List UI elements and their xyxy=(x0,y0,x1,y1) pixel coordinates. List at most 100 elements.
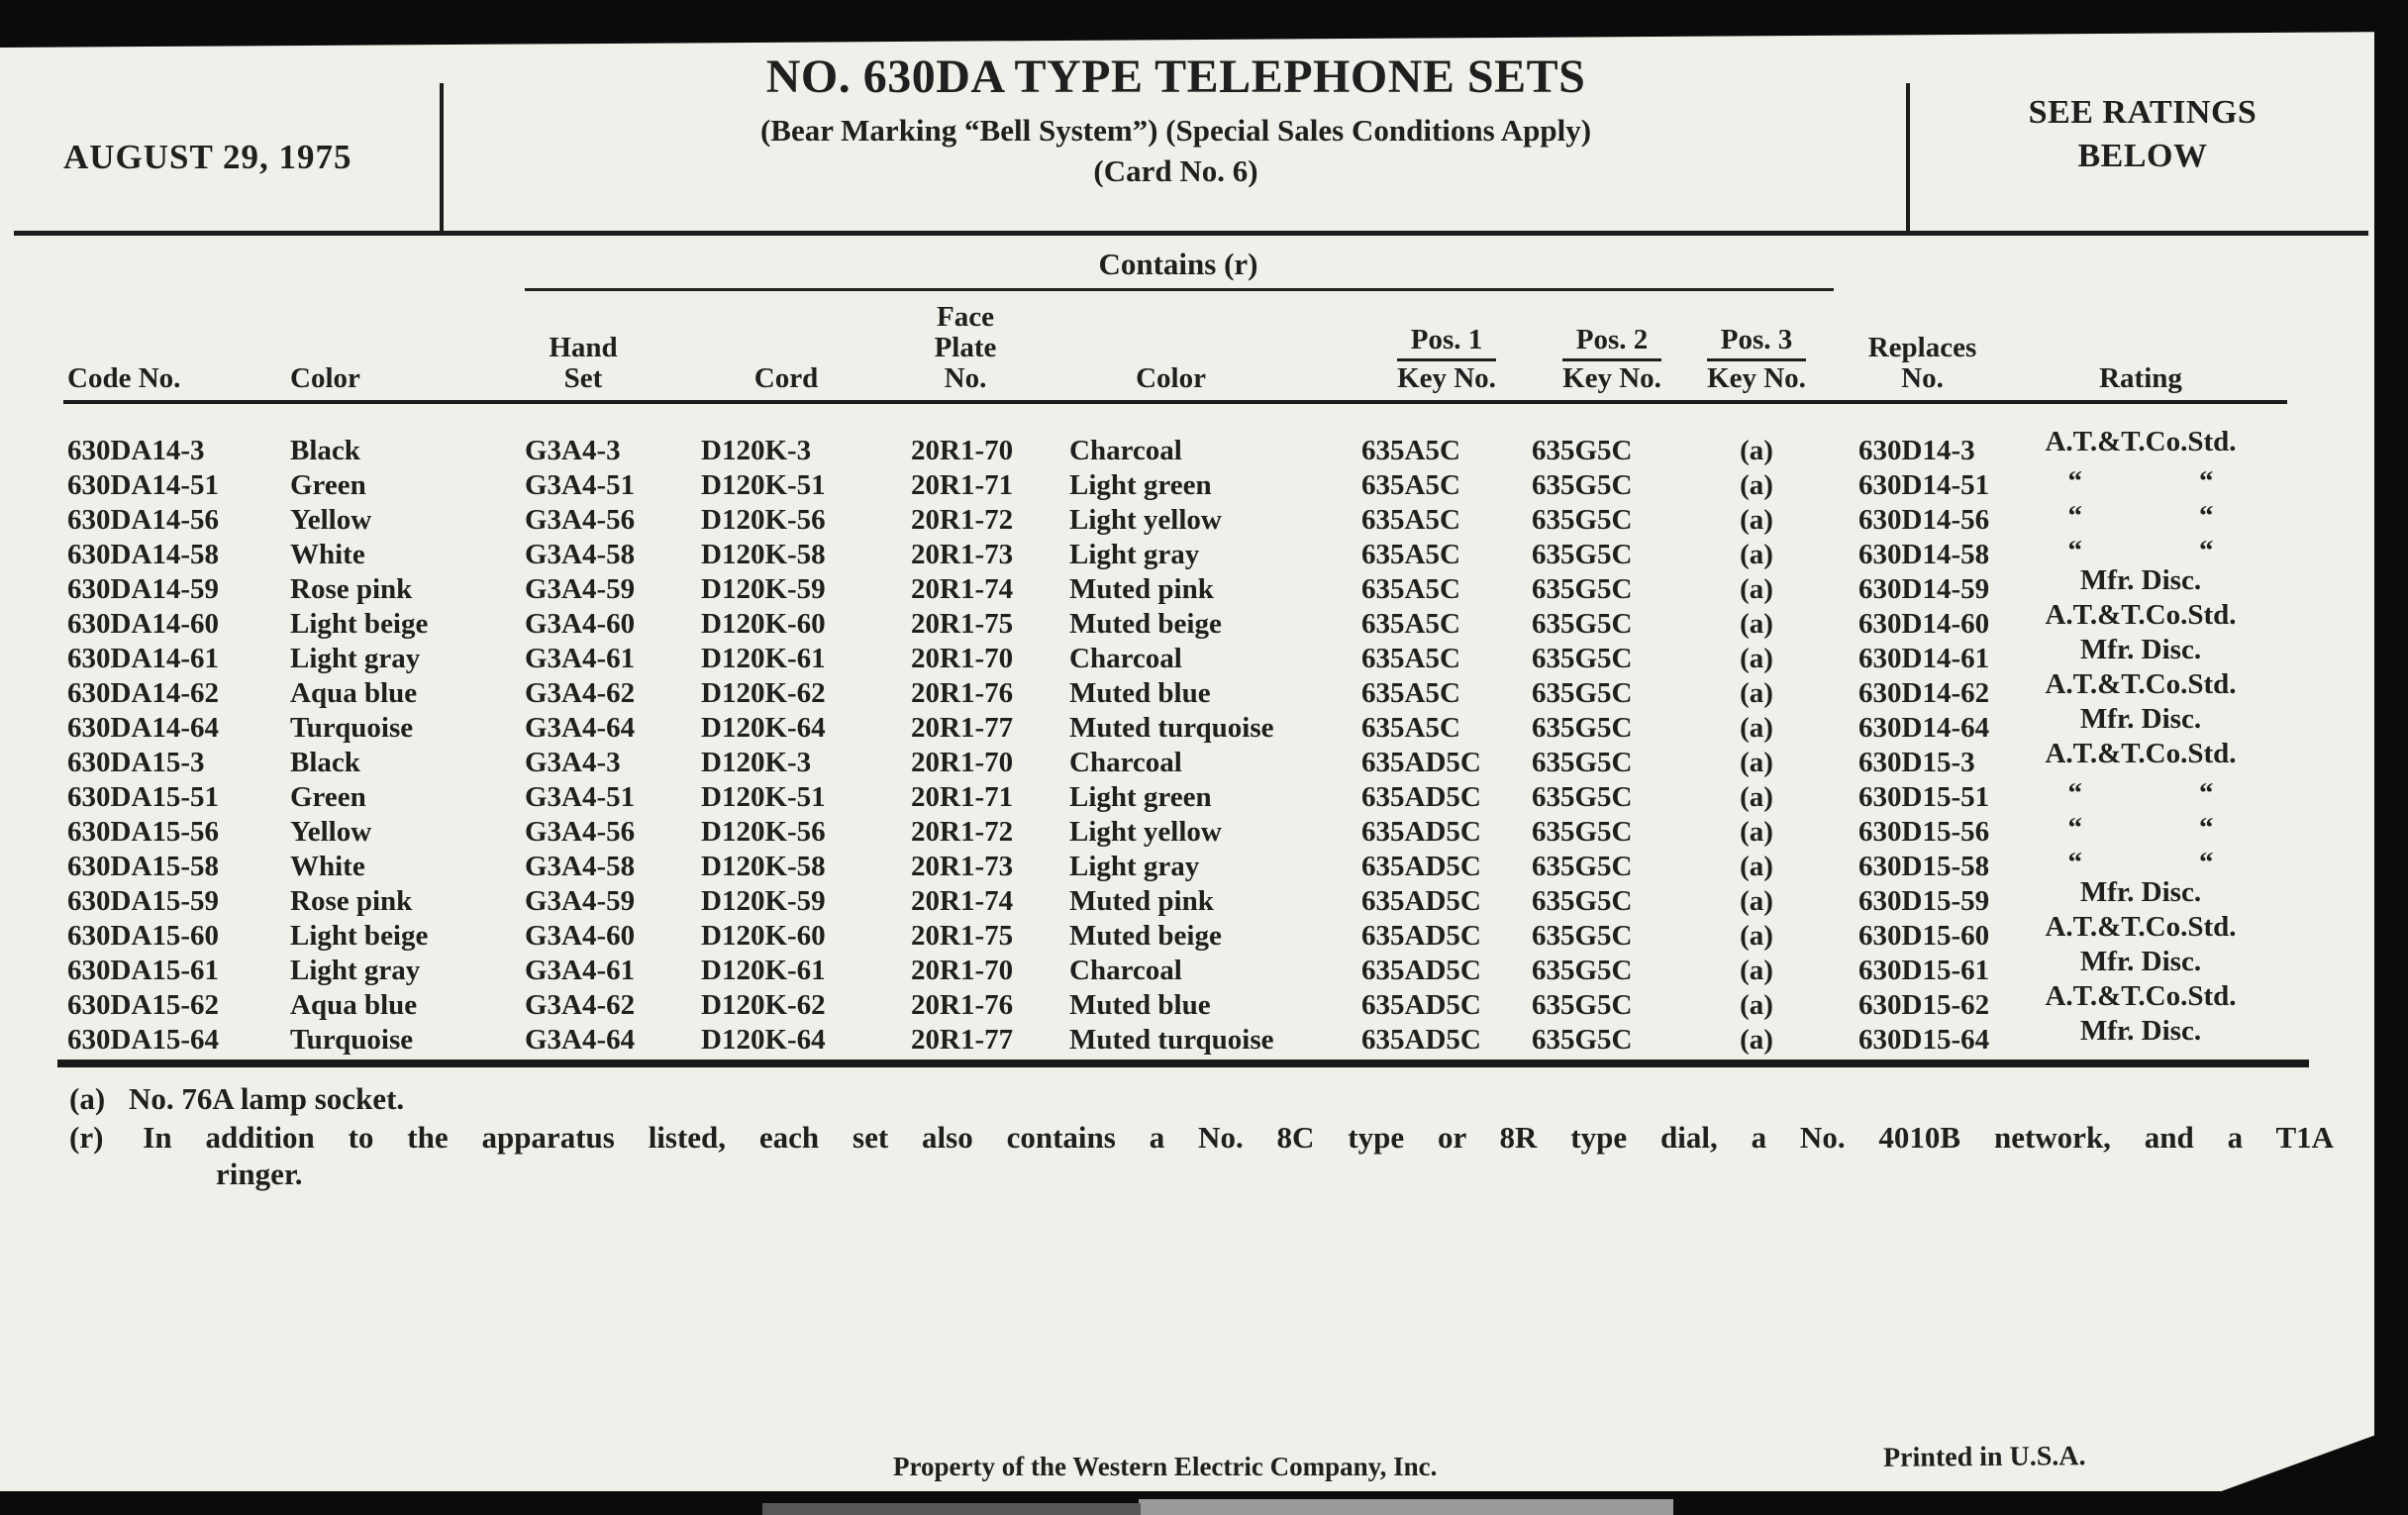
property-notice: Property of the Western Electric Company… xyxy=(893,1452,1438,1481)
cell-pos3-key-no: (a) xyxy=(1740,539,1773,570)
cell-pos1-key-no: 635AD5C xyxy=(1361,1024,1481,1056)
cell-pos3-key-no: (a) xyxy=(1740,643,1773,674)
cell-code-no: 630DA14-3 xyxy=(67,435,205,466)
footnote-a-text: No. 76A lamp socket. xyxy=(129,1081,405,1116)
table-row: 630DA14-3 Black G3A4-3 D120K-3 20R1-70 Charco… xyxy=(67,426,2287,468)
table-row: 630DA15-64 Turquoise G3A4-64 D120K-64 20R1-7… xyxy=(67,1015,2287,1058)
cell-face-color: Light green xyxy=(1069,781,1212,813)
cell-pos3-key-no: (a) xyxy=(1740,955,1773,986)
cell-cord: D120K-62 xyxy=(701,989,826,1021)
cell-code-no: 630DA14-62 xyxy=(67,677,220,709)
cell-pos2-key-no: 635G5C xyxy=(1532,469,1633,501)
cell-face-plate-no: 20R1-71 xyxy=(911,781,1014,813)
cell-pos2-key-no: 635G5C xyxy=(1532,747,1633,778)
cell-pos1-key-no: 635A5C xyxy=(1361,573,1460,605)
cell-code-no: 630DA14-64 xyxy=(67,712,220,744)
cell-face-color: Muted pink xyxy=(1069,573,1214,605)
cell-rating: ““ xyxy=(2067,535,2214,566)
cell-face-color: Charcoal xyxy=(1069,747,1182,778)
cell-cord: D120K-59 xyxy=(701,885,826,917)
footnote-a: (a) No. 76A lamp socket. xyxy=(69,1081,404,1117)
cell-face-color: Muted turquoise xyxy=(1069,712,1274,744)
cell-cord: D120K-56 xyxy=(701,504,826,536)
cell-cord: D120K-3 xyxy=(701,747,812,778)
cell-hand-set: G3A4-51 xyxy=(525,781,636,813)
printed-in-usa: Printed in U.S.A. xyxy=(1882,1441,2086,1473)
column-header-rating: Rating xyxy=(2099,362,2182,394)
cell-cord: D120K-3 xyxy=(701,435,812,466)
cell-pos1-key-no: 635AD5C xyxy=(1361,781,1481,813)
scan-edge-right xyxy=(2374,20,2408,1515)
cell-hand-set: G3A4-62 xyxy=(525,677,636,709)
cell-cord: D120K-60 xyxy=(701,920,826,952)
cell-cord: D120K-61 xyxy=(701,955,826,986)
cell-face-plate-no: 20R1-77 xyxy=(911,712,1014,744)
footnote-r: (r) In addition to the apparatus listed,… xyxy=(69,1119,2334,1192)
cell-code-no: 630DA14-60 xyxy=(67,608,220,640)
cell-color: Black xyxy=(290,435,360,466)
cell-pos2-key-no: 635G5C xyxy=(1532,677,1633,709)
header-divider-right xyxy=(1906,83,1910,232)
cell-hand-set: G3A4-64 xyxy=(525,1024,636,1056)
table-body: 630DA14-3 Black G3A4-3 D120K-3 20R1-70 Charco… xyxy=(67,426,2287,1058)
cell-cord: D120K-64 xyxy=(701,712,826,744)
cell-face-plate-no: 20R1-70 xyxy=(911,955,1014,986)
cell-color: Rose pink xyxy=(290,573,413,605)
table-row: 630DA14-62 Aqua blue G3A4-62 D120K-62 20R1-7… xyxy=(67,668,2287,711)
title-block: NO. 630DA TYPE TELEPHONE SETS (Bear Mark… xyxy=(455,50,1896,189)
cell-color: Light gray xyxy=(290,955,421,986)
cell-color: Yellow xyxy=(290,816,372,848)
footnote-a-marker: (a) xyxy=(69,1081,106,1116)
cell-replaces-no: 630D15-62 xyxy=(1858,989,1990,1021)
cell-pos1-key-no: 635A5C xyxy=(1361,469,1460,501)
cell-code-no: 630DA15-64 xyxy=(67,1024,220,1056)
cell-pos2-key-no: 635G5C xyxy=(1532,920,1633,952)
cell-face-plate-no: 20R1-76 xyxy=(911,677,1014,709)
cell-pos2-key-no: 635G5C xyxy=(1532,1024,1633,1056)
table-row: 630DA14-64 Turquoise G3A4-64 D120K-64 20R1-7… xyxy=(67,703,2287,746)
cell-pos3-key-no: (a) xyxy=(1740,747,1773,778)
cell-pos3-key-no: (a) xyxy=(1740,1024,1773,1056)
cell-pos2-key-no: 635G5C xyxy=(1532,989,1633,1021)
columns-rule xyxy=(63,400,2287,404)
cell-cord: D120K-51 xyxy=(701,469,826,501)
table-row: 630DA15-51 Green G3A4-51 D120K-51 20R1-71 Lig… xyxy=(67,777,2287,815)
column-header-cord: Cord xyxy=(753,362,819,394)
cell-hand-set: G3A4-61 xyxy=(525,955,636,986)
cell-color: Aqua blue xyxy=(290,677,418,709)
cell-pos1-key-no: 635AD5C xyxy=(1361,816,1481,848)
cell-pos1-key-no: 635AD5C xyxy=(1361,851,1481,882)
cell-rating: Mfr. Disc. xyxy=(2079,1015,2202,1047)
header-divider-left xyxy=(440,83,444,232)
cell-rating: A.T.&T.Co.Std. xyxy=(2045,599,2237,631)
cell-face-plate-no: 20R1-73 xyxy=(911,851,1014,882)
cell-color: Light beige xyxy=(290,920,429,952)
cell-pos1-key-no: 635A5C xyxy=(1361,643,1460,674)
cell-code-no: 630DA15-59 xyxy=(67,885,220,917)
footnote-r-marker: (r) xyxy=(69,1120,104,1155)
cell-hand-set: G3A4-58 xyxy=(525,539,636,570)
cell-color: Green xyxy=(290,781,366,813)
cell-hand-set: G3A4-51 xyxy=(525,469,636,501)
cell-color: Aqua blue xyxy=(290,989,418,1021)
cell-pos2-key-no: 635G5C xyxy=(1532,573,1633,605)
cell-face-plate-no: 20R1-76 xyxy=(911,989,1014,1021)
cell-replaces-no: 630D15-51 xyxy=(1858,781,1990,813)
cell-pos1-key-no: 635AD5C xyxy=(1361,747,1481,778)
cell-pos1-key-no: 635AD5C xyxy=(1361,955,1481,986)
cell-code-no: 630DA15-60 xyxy=(67,920,220,952)
cell-color: White xyxy=(290,851,365,882)
cell-replaces-no: 630D15-64 xyxy=(1858,1024,1990,1056)
cell-replaces-no: 630D14-3 xyxy=(1858,435,1975,466)
cell-face-plate-no: 20R1-74 xyxy=(911,885,1014,917)
cell-pos2-key-no: 635G5C xyxy=(1532,539,1633,570)
column-header-color: Color xyxy=(290,362,360,394)
cell-face-color: Charcoal xyxy=(1069,955,1182,986)
cell-pos3-key-no: (a) xyxy=(1740,989,1773,1021)
cell-rating: ““ xyxy=(2067,500,2214,532)
cell-hand-set: G3A4-56 xyxy=(525,816,636,848)
cell-code-no: 630DA15-3 xyxy=(67,747,205,778)
cell-hand-set: G3A4-62 xyxy=(525,989,636,1021)
cell-cord: D120K-59 xyxy=(701,573,826,605)
cell-pos2-key-no: 635G5C xyxy=(1532,504,1633,536)
